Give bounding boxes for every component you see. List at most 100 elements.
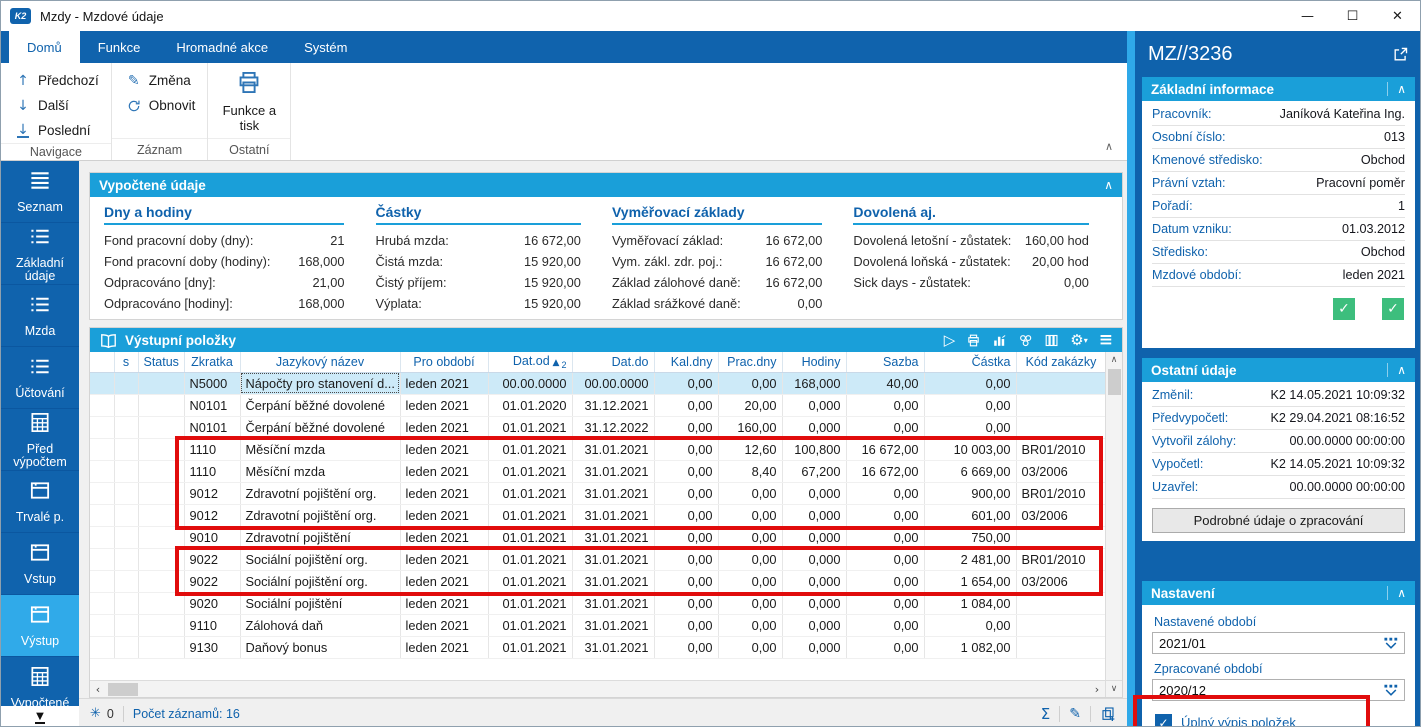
tab-system[interactable]: Systém bbox=[304, 39, 348, 55]
table-cell[interactable]: Zdravotní pojištění org. bbox=[240, 482, 401, 505]
table-cell[interactable]: 0,000 bbox=[782, 636, 847, 659]
table-cell[interactable] bbox=[1016, 372, 1105, 395]
table-cell[interactable]: 01.01.2020 bbox=[488, 394, 573, 417]
table-cell[interactable] bbox=[90, 416, 115, 439]
scroll-right-icon[interactable]: › bbox=[1094, 682, 1100, 696]
table-cell[interactable]: 9022 bbox=[184, 548, 241, 571]
table-cell[interactable]: 01.01.2021 bbox=[488, 614, 573, 637]
column-header-Částka[interactable]: Částka bbox=[924, 352, 1017, 373]
period-dropdown-icon[interactable] bbox=[1384, 637, 1398, 649]
table-cell[interactable]: 750,00 bbox=[924, 526, 1017, 549]
panel-splitter[interactable] bbox=[1127, 31, 1135, 726]
table-cell[interactable]: 0,00 bbox=[718, 570, 783, 593]
column-header-indicator[interactable] bbox=[90, 352, 115, 373]
tab-domu[interactable]: Domů bbox=[9, 31, 80, 63]
table-cell[interactable] bbox=[114, 416, 139, 439]
table-cell[interactable]: 10 003,00 bbox=[924, 438, 1017, 461]
table-cell[interactable] bbox=[90, 526, 115, 549]
table-cell[interactable] bbox=[114, 614, 139, 637]
table-cell[interactable] bbox=[114, 504, 139, 527]
table-cell[interactable]: 0,00 bbox=[718, 372, 783, 395]
table-row[interactable]: 9022 Sociální pojištění org. leden 2021 01.… bbox=[90, 570, 1105, 593]
table-cell[interactable]: 0,00 bbox=[846, 592, 925, 615]
table-row[interactable]: 9130 Daňový bonus leden 2021 01.01.2021 31.0… bbox=[90, 636, 1105, 659]
table-cell[interactable]: 0,00 bbox=[654, 416, 719, 439]
table-cell[interactable] bbox=[114, 482, 139, 505]
table-cell[interactable] bbox=[114, 526, 139, 549]
table-cell[interactable]: 0,000 bbox=[782, 548, 847, 571]
column-header-Dat.od[interactable]: Dat.od ▲ 2 bbox=[488, 352, 573, 373]
table-cell[interactable]: 01.01.2021 bbox=[488, 526, 573, 549]
column-header-Kód zakázky[interactable]: Kód zakázky bbox=[1016, 352, 1105, 373]
table-cell[interactable]: 00.00.0000 bbox=[572, 372, 655, 395]
table-cell[interactable]: 0,00 bbox=[718, 614, 783, 637]
horizontal-scrollbar[interactable]: ‹ › bbox=[90, 680, 1105, 697]
table-cell[interactable] bbox=[138, 460, 185, 483]
collapse-section-icon[interactable]: ∧ bbox=[1387, 363, 1406, 377]
column-header-Dat.do[interactable]: Dat.do bbox=[572, 352, 655, 373]
table-cell[interactable]: Sociální pojištění org. bbox=[240, 548, 401, 571]
table-row[interactable]: N5000 Nápočty pro stanovení d... leden 202… bbox=[90, 372, 1105, 395]
table-cell[interactable] bbox=[90, 570, 115, 593]
table-cell[interactable]: 1110 bbox=[184, 438, 241, 461]
table-cell[interactable]: leden 2021 bbox=[400, 592, 489, 615]
nastavene-obdobi-input[interactable]: 2021/01 bbox=[1152, 632, 1405, 654]
table-cell[interactable]: 0,000 bbox=[782, 614, 847, 637]
table-cell[interactable] bbox=[1016, 614, 1105, 637]
table-cell[interactable]: leden 2021 bbox=[400, 504, 489, 527]
columns-icon[interactable] bbox=[1044, 333, 1059, 348]
table-cell[interactable]: 9110 bbox=[184, 614, 241, 637]
table-cell[interactable]: 01.01.2021 bbox=[488, 460, 573, 483]
sum-icon[interactable]: Σ bbox=[1040, 704, 1051, 723]
table-cell[interactable]: N0101 bbox=[184, 394, 241, 417]
table-cell[interactable]: 31.01.2021 bbox=[572, 548, 655, 571]
table-cell[interactable]: 0,00 bbox=[654, 526, 719, 549]
checkbox-checked-icon[interactable]: ✓ bbox=[1155, 714, 1172, 726]
table-cell[interactable]: leden 2021 bbox=[400, 394, 489, 417]
table-cell[interactable]: Daňový bonus bbox=[240, 636, 401, 659]
table-cell[interactable]: 6 669,00 bbox=[924, 460, 1017, 483]
table-cell[interactable] bbox=[1016, 592, 1105, 615]
table-cell[interactable]: 31.12.2021 bbox=[572, 394, 655, 417]
table-cell[interactable] bbox=[138, 504, 185, 527]
table-cell[interactable]: 0,00 bbox=[846, 504, 925, 527]
tab-funkce[interactable]: Funkce bbox=[97, 39, 141, 55]
vertical-scroll-thumb[interactable] bbox=[1107, 369, 1121, 395]
table-cell[interactable] bbox=[138, 526, 185, 549]
column-header-s[interactable]: s bbox=[114, 352, 139, 373]
table-row[interactable]: N0101 Čerpání běžné dovolené leden 2021 01.… bbox=[90, 394, 1105, 417]
sidebar-item-pred-vypoctem[interactable]: Před výpočtem bbox=[1, 409, 79, 471]
table-cell[interactable]: Čerpání běžné dovolené bbox=[240, 416, 401, 439]
table-cell[interactable] bbox=[114, 548, 139, 571]
table-cell[interactable] bbox=[138, 394, 185, 417]
table-cell[interactable]: 31.01.2021 bbox=[572, 636, 655, 659]
table-cell[interactable]: 16 672,00 bbox=[846, 460, 925, 483]
table-cell[interactable] bbox=[138, 592, 185, 615]
maximize-button[interactable]: ☐ bbox=[1346, 8, 1359, 24]
table-cell[interactable]: 0,000 bbox=[782, 416, 847, 439]
table-cell[interactable]: 01.01.2021 bbox=[488, 570, 573, 593]
table-cell[interactable]: 1 084,00 bbox=[924, 592, 1017, 615]
table-cell[interactable] bbox=[138, 438, 185, 461]
table-cell[interactable]: 01.01.2021 bbox=[488, 438, 573, 461]
table-cell[interactable]: 0,00 bbox=[654, 548, 719, 571]
full-listing-checkbox-row[interactable]: ✓ Úplný výpis položek bbox=[1152, 701, 1405, 726]
sidebar-item-vstup[interactable]: Vstup bbox=[1, 533, 79, 595]
table-cell[interactable]: leden 2021 bbox=[400, 482, 489, 505]
table-cell[interactable]: 31.01.2021 bbox=[572, 504, 655, 527]
table-cell[interactable]: 0,000 bbox=[782, 592, 847, 615]
table-cell[interactable]: 0,00 bbox=[846, 394, 925, 417]
table-cell[interactable]: 01.01.2021 bbox=[488, 504, 573, 527]
table-cell[interactable]: N5000 bbox=[184, 372, 241, 395]
table-row[interactable]: 1110 Měsíční mzda leden 2021 01.01.2021 31.0… bbox=[90, 460, 1105, 483]
table-cell[interactable] bbox=[138, 636, 185, 659]
table-cell[interactable] bbox=[114, 460, 139, 483]
table-cell[interactable] bbox=[1016, 416, 1105, 439]
table-cell[interactable]: BR01/2010 bbox=[1016, 438, 1105, 461]
table-row[interactable]: 9012 Zdravotní pojištění org. leden 2021 01… bbox=[90, 504, 1105, 527]
zpracovane-obdobi-input[interactable]: 2020/12 bbox=[1152, 679, 1405, 701]
close-button[interactable]: ✕ bbox=[1392, 8, 1403, 24]
table-cell[interactable]: leden 2021 bbox=[400, 526, 489, 549]
table-cell[interactable]: 0,00 bbox=[654, 394, 719, 417]
table-cell[interactable]: 0,00 bbox=[654, 592, 719, 615]
